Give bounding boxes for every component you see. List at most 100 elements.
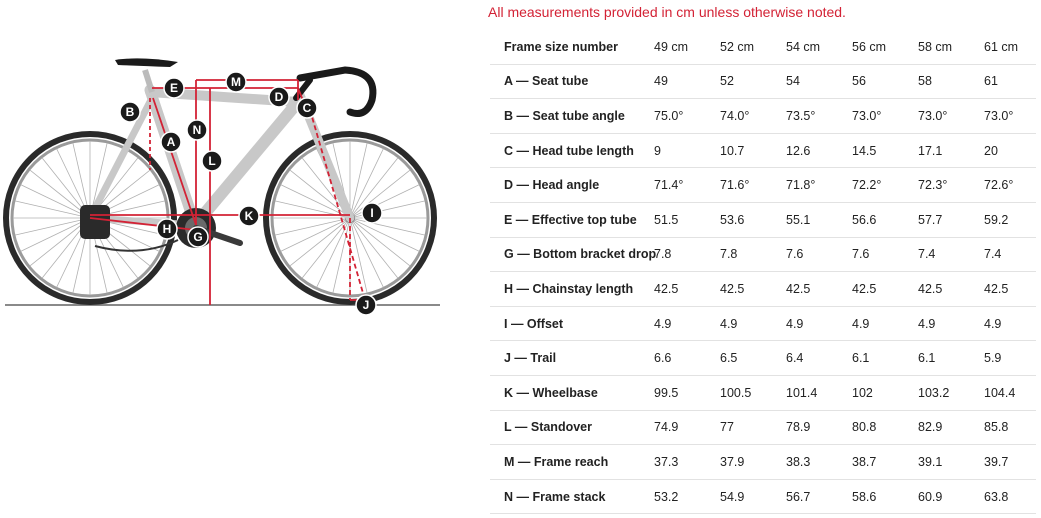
table-cell: 60.9 [904, 479, 970, 515]
row-label: E — Effective top tube [490, 202, 640, 238]
row-label: I — Offset [490, 306, 640, 342]
table-cell: 42.5 [838, 271, 904, 307]
marker-i: I [361, 202, 383, 224]
marker-m: M [225, 71, 247, 93]
table-cell: 80.8 [838, 410, 904, 446]
marker-k: K [238, 205, 260, 227]
table-cell: 4.9 [904, 306, 970, 342]
size-column-header: 52 cm [706, 30, 772, 65]
table-cell: 37.9 [706, 444, 772, 480]
table-cell: 101.4 [772, 375, 838, 411]
table-cell: 57.7 [904, 202, 970, 238]
table-body: A — Seat tube 49 52 54 56 58 61 B — Seat tube a… [490, 64, 1036, 515]
spoke [280, 217, 351, 252]
table-cell: 4.9 [706, 306, 772, 342]
marker-g: G [187, 226, 209, 248]
table-cell: 42.5 [640, 271, 706, 307]
table-cell: 78.9 [772, 410, 838, 446]
table-cell: 59.2 [970, 202, 1036, 238]
svg-text:N: N [193, 123, 202, 137]
table-row: M — Frame reach 37.3 37.9 38.3 38.7 39.1 39.7 [490, 444, 1036, 480]
marker-d: D [268, 86, 290, 108]
spoke [349, 217, 368, 294]
row-label: J — Trail [490, 340, 640, 376]
table-cell: 42.5 [904, 271, 970, 307]
table-cell: 38.3 [772, 444, 838, 480]
table-cell: 51.5 [640, 202, 706, 238]
table-cell: 103.2 [904, 375, 970, 411]
spoke [14, 200, 91, 219]
table-cell: 49 [640, 64, 706, 100]
table-row: E — Effective top tube 51.5 53.6 55.1 56.6 57… [490, 202, 1036, 238]
table-cell: 104.4 [970, 375, 1036, 411]
svg-text:C: C [303, 101, 312, 115]
row-label: C — Head tube length [490, 133, 640, 169]
spoke [280, 184, 351, 219]
table-cell: 99.5 [640, 375, 706, 411]
svg-text:A: A [167, 135, 176, 149]
spoke [349, 217, 384, 288]
table-cell: 53.2 [640, 479, 706, 515]
table-cell: 37.3 [640, 444, 706, 480]
spoke [29, 169, 91, 219]
table-cell: 4.9 [640, 306, 706, 342]
spoke [332, 217, 351, 294]
table-cell: 55.1 [772, 202, 838, 238]
table-cell: 77 [706, 410, 772, 446]
table-cell: 73.0° [970, 98, 1036, 134]
table-cell: 6.6 [640, 340, 706, 376]
table-cell: 20 [970, 133, 1036, 169]
table-cell: 56 [838, 64, 904, 100]
spoke [289, 169, 351, 219]
marker-h: H [156, 218, 178, 240]
table-cell: 72.2° [838, 167, 904, 203]
table-cell: 82.9 [904, 410, 970, 446]
table-cell: 71.4° [640, 167, 706, 203]
table-cell: 61 [970, 64, 1036, 100]
table-cell: 6.5 [706, 340, 772, 376]
table-cell: 42.5 [970, 271, 1036, 307]
table-cell: 42.5 [706, 271, 772, 307]
table-cell: 74.9 [640, 410, 706, 446]
spoke [29, 217, 91, 267]
table-cell: 7.8 [640, 237, 706, 273]
table-cell: 7.6 [838, 237, 904, 273]
table-cell: 4.9 [772, 306, 838, 342]
table-cell: 71.6° [706, 167, 772, 203]
table-cell: 10.7 [706, 133, 772, 169]
size-column-header: 49 cm [640, 30, 706, 65]
spoke [14, 217, 91, 236]
table-cell: 9 [640, 133, 706, 169]
table-row: L — Standover 74.9 77 78.9 80.8 82.9 85.8 [490, 410, 1036, 446]
marker-c: C [296, 97, 318, 119]
marker-e: E [163, 77, 185, 99]
table-cell: 7.4 [904, 237, 970, 273]
svg-text:E: E [170, 81, 178, 95]
spoke [349, 217, 426, 236]
svg-text:L: L [208, 154, 215, 168]
table-cell: 56.6 [838, 202, 904, 238]
row-label: N — Frame stack [490, 479, 640, 515]
table-cell: 74.0° [706, 98, 772, 134]
table-cell: 7.6 [772, 237, 838, 273]
spoke [349, 169, 411, 219]
spoke [349, 184, 420, 219]
table-cell: 6.1 [904, 340, 970, 376]
front-wheel [263, 131, 437, 305]
row-label: B — Seat tube angle [490, 98, 640, 134]
row-label: D — Head angle [490, 167, 640, 203]
marker-a: A [160, 131, 182, 153]
spoke [274, 217, 351, 236]
table-cell: 85.8 [970, 410, 1036, 446]
row-label: M — Frame reach [490, 444, 640, 480]
table-cell: 54.9 [706, 479, 772, 515]
table-cell: 73.0° [904, 98, 970, 134]
table-cell: 17.1 [904, 133, 970, 169]
table-row: I — Offset 4.9 4.9 4.9 4.9 4.9 4.9 [490, 306, 1036, 342]
table-cell: 7.8 [706, 237, 772, 273]
table-cell: 54 [772, 64, 838, 100]
table-cell: 56.7 [772, 479, 838, 515]
svg-text:K: K [245, 209, 254, 223]
measurement-lines [89, 79, 368, 305]
geometry-table: Frame size number 49 cm 52 cm 54 cm 56 c… [490, 30, 1036, 515]
